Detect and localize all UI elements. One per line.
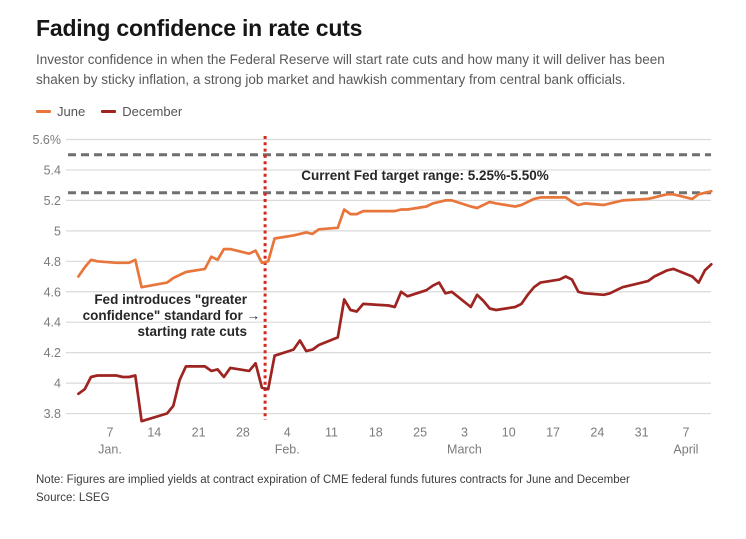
legend-swatch-december-icon [101,109,117,113]
series-line-december [77,262,713,423]
x-axis-label: 17 [546,425,560,439]
x-axis-label: 24 [590,425,604,439]
legend-label-december: December [122,103,183,119]
legend-swatch-june-icon [36,109,51,113]
chart-subtitle: Investor confidence in when the Federal … [36,52,665,87]
y-axis-label: 4.4 [44,315,61,329]
x-axis-label: 21 [192,425,206,439]
y-axis-label: 5.2 [44,194,61,208]
x-axis-label: 31 [635,425,649,439]
x-axis-label: 28 [236,425,250,439]
x-axis-label: 11 [325,425,338,439]
y-axis-label: 5.6% [33,133,62,147]
footnote: Note: Figures are implied yields at cont… [36,473,630,486]
x-axis-label: 7 [682,425,689,439]
legend-item-december: December [101,104,182,119]
x-axis-label: 3 [461,425,468,439]
line-chart: 5.6% 5.4 5.2 5 4.8 4.6 4.4 4.2 4 3.8 7 14 21 28 4 11 18 2… [33,133,713,456]
y-axis-label: 5.4 [44,163,61,177]
y-axis-label: 3.8 [44,407,61,421]
page-title: Fading confidence in rate cuts [36,15,363,41]
x-axis-label: 10 [502,425,516,439]
fed-standard-annotation: Fed introduces "greater confidence" stand… [83,292,260,339]
chart-card: Fading confidence in rate cuts Investor … [0,15,746,539]
legend-label-june: June [57,103,86,119]
y-axis-label: 5 [54,224,61,238]
series-line-june [77,189,713,289]
month-label: April [673,442,698,456]
legend: June December [36,104,746,119]
month-label: Feb. [275,442,300,456]
x-axis-label: 18 [369,425,383,439]
x-axis-label: 25 [413,425,427,439]
source: Source: LSEG [36,492,110,504]
month-label: Jan. [98,442,122,456]
x-axis-label: 4 [284,425,291,439]
y-axis-label: 4.6 [44,285,61,299]
y-axis-label: 4.8 [44,255,61,269]
target-range-annotation: Current Fed target range: 5.25%-5.50% [301,168,549,183]
y-axis-label: 4 [54,376,61,390]
x-axis-label: 7 [107,425,114,439]
month-label: March [447,442,482,456]
x-axis-label: 14 [147,425,161,439]
legend-item-june: June [36,104,85,119]
y-axis-label: 4.2 [44,346,61,360]
